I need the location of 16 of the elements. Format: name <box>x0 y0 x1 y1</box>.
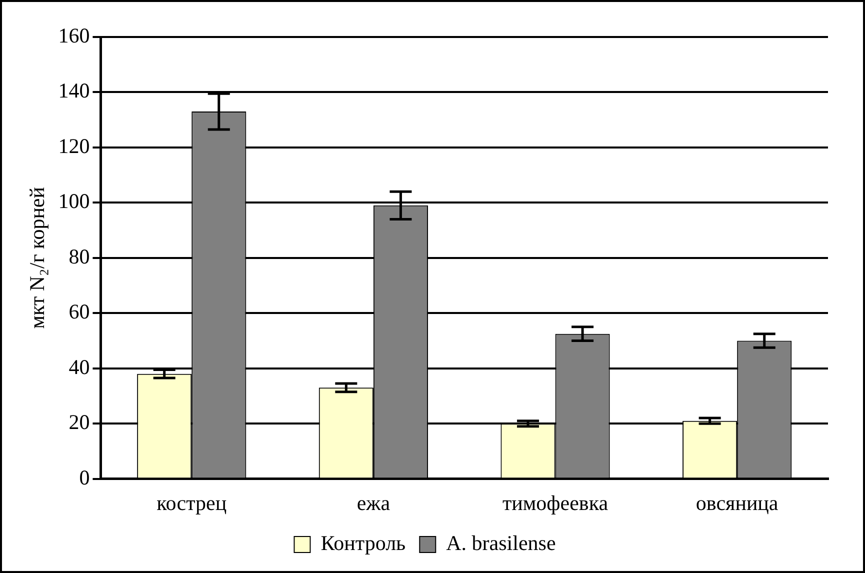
y-tick-label: 160 <box>58 24 90 48</box>
x-tick-label: тимофеевка <box>502 490 609 515</box>
y-tick-label: 20 <box>68 410 90 434</box>
y-tick-label: 120 <box>58 134 90 158</box>
y-tick-label: 80 <box>68 244 90 268</box>
y-tick-label: 0 <box>79 465 90 490</box>
y-tick-label: 140 <box>58 78 90 103</box>
x-tick-label: кострец <box>156 490 227 515</box>
legend-label: Контроль <box>320 531 406 556</box>
x-tick-label: овсяница <box>696 490 779 515</box>
y-tick-label: 40 <box>68 354 90 379</box>
y-tick-label: 60 <box>68 300 90 324</box>
y-tick-label: 100 <box>58 189 90 214</box>
y-axis-title: мкт N₂/г корней <box>25 187 50 329</box>
legend-label: A. brasilense <box>446 531 556 556</box>
x-tick-label: ежа <box>356 490 391 515</box>
